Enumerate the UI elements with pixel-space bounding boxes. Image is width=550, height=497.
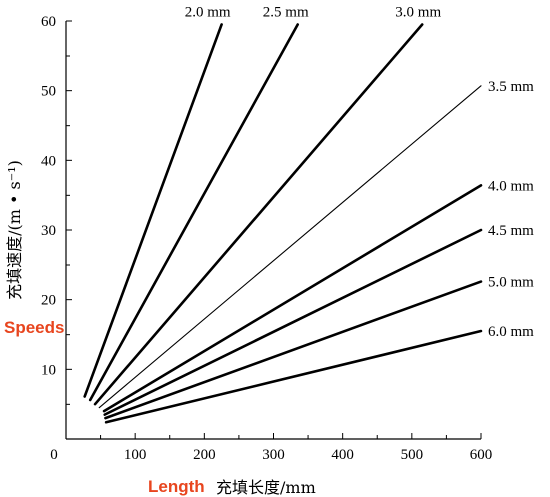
x-tick-label: 500: [401, 447, 424, 463]
series-label: 2.0 mm: [185, 4, 231, 20]
x-tick-label: 100: [124, 447, 147, 463]
series-label: 6.0 mm: [488, 324, 534, 340]
series-line-30: [93, 23, 424, 406]
y-axis-title: 充填速度/(m • s⁻¹): [5, 160, 24, 300]
series-label: 3.5 mm: [488, 79, 534, 95]
series-line-35: [98, 85, 482, 409]
x-tick-label: 600: [470, 447, 493, 463]
series-line-50: [104, 280, 483, 420]
y-tick-label: 30: [41, 223, 56, 239]
series-label: 5.0 mm: [488, 275, 534, 291]
series-lines: [83, 23, 483, 424]
series-line-40: [102, 184, 483, 413]
series-labels: 2.0 mm 2.5 mm 3.0 mm 3.5 mm 4.0 mm 4.5 mm 5.0 …: [185, 4, 534, 340]
y-tick-label: 60: [41, 14, 56, 30]
y-tick-label: 10: [41, 362, 56, 378]
x-axis-title: 充填长度/mm: [216, 478, 316, 497]
x-tick-label: 200: [193, 447, 216, 463]
y-tick-label: 40: [41, 153, 56, 169]
x-tick-label: 0: [50, 447, 58, 463]
series-label: 4.5 mm: [488, 223, 534, 239]
x-axis-annotation: Length: [148, 477, 205, 496]
series-label: 4.0 mm: [488, 178, 534, 194]
axes: 0 100 200 300 400 500 600 10 20 30 40 50 60: [41, 14, 492, 463]
x-tick-label: 400: [331, 447, 354, 463]
series-line-20: [83, 23, 223, 398]
x-tick-label: 300: [262, 447, 285, 463]
series-label: 3.0 mm: [395, 4, 441, 20]
series-line-45: [103, 228, 483, 416]
series-label: 2.5 mm: [263, 4, 309, 20]
y-axis-annotation: Speeds: [4, 318, 64, 337]
series-line-25: [88, 23, 300, 402]
y-tick-label: 20: [41, 293, 56, 309]
y-tick-label: 50: [41, 84, 56, 100]
series-line-60: [104, 329, 483, 424]
